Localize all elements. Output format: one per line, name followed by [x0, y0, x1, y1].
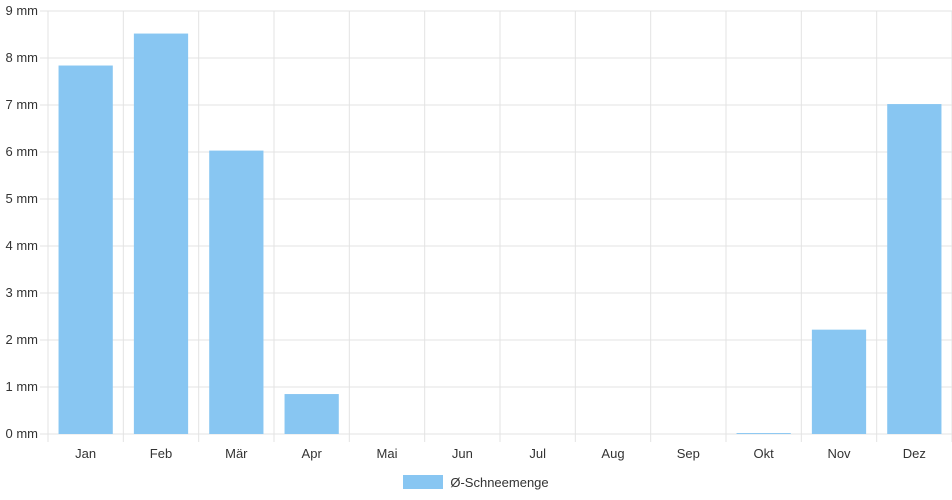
x-tick-label: Jul: [529, 446, 546, 461]
x-tick-label: Sep: [677, 446, 700, 461]
x-tick-label: Okt: [754, 446, 775, 461]
x-tick-label: Mär: [225, 446, 248, 461]
bar[interactable]: [811, 329, 867, 434]
y-tick-label: 8 mm: [6, 50, 39, 65]
bar[interactable]: [58, 65, 113, 435]
x-tick-label: Jan: [75, 446, 96, 461]
x-tick-label: Aug: [601, 446, 624, 461]
x-tick-label: Dez: [903, 446, 926, 461]
bars: [58, 33, 942, 435]
legend-label: Ø-Schneemenge: [450, 474, 549, 490]
y-tick-label: 7 mm: [6, 97, 39, 112]
y-tick-label: 3 mm: [6, 285, 39, 300]
legend-swatch: [403, 475, 444, 489]
x-axis-ticks: Jan Feb Mär Apr Mai Jun Jul Aug Sep Okt Nov Dez: [75, 446, 926, 461]
x-tick-label: Mai: [377, 446, 398, 461]
grid-lines: [40, 10, 952, 442]
legend[interactable]: Ø-Schneemenge: [0, 472, 952, 492]
bar[interactable]: [736, 433, 791, 434]
y-tick-label: 1 mm: [6, 379, 39, 394]
x-tick-label: Nov: [827, 446, 851, 461]
bar[interactable]: [209, 150, 264, 434]
y-tick-label: 9 mm: [6, 3, 39, 18]
y-tick-label: 4 mm: [6, 238, 39, 253]
bar[interactable]: [887, 104, 942, 434]
y-tick-label: 6 mm: [6, 144, 39, 159]
x-tick-label: Feb: [150, 446, 172, 461]
x-tick-label: Apr: [302, 446, 323, 461]
y-tick-label: 2 mm: [6, 332, 39, 347]
bar[interactable]: [284, 394, 339, 434]
y-tick-label: 5 mm: [6, 191, 39, 206]
bar[interactable]: [133, 33, 189, 435]
y-axis-ticks: 0 mm 1 mm 2 mm 3 mm 4 mm 5 mm 6 mm 7 mm 8 mm 9 mm: [6, 3, 39, 441]
x-tick-label: Jun: [452, 446, 473, 461]
y-tick-label: 0 mm: [6, 426, 39, 441]
